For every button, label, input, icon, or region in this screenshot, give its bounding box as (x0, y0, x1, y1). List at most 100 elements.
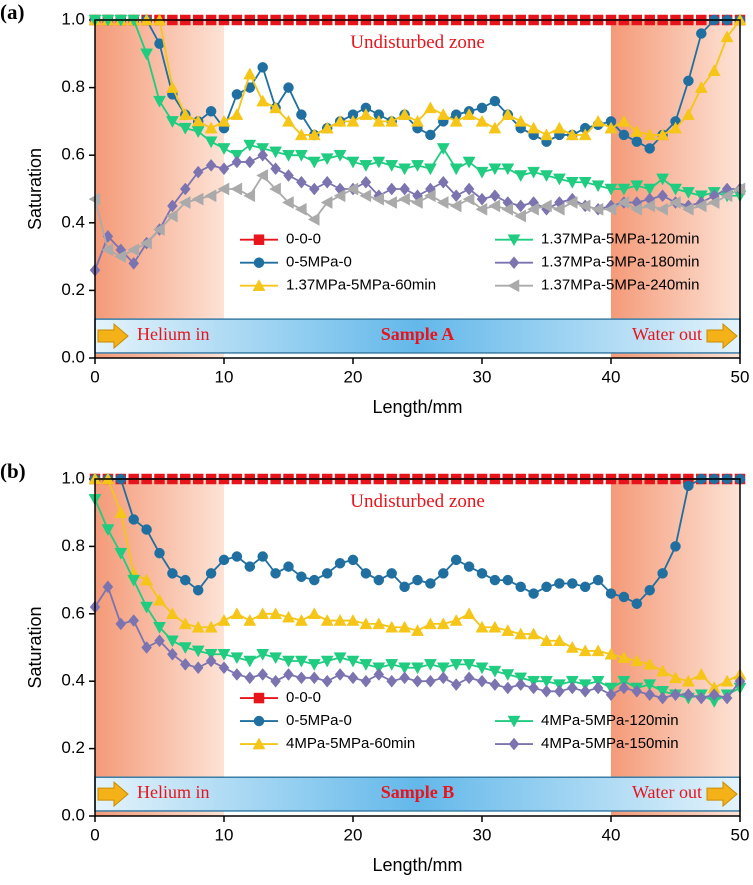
marker (411, 624, 424, 636)
marker (167, 568, 178, 579)
marker (501, 108, 515, 120)
marker (153, 593, 166, 606)
marker (462, 156, 476, 169)
marker (256, 648, 270, 661)
y-axis-label: Saturation (25, 148, 45, 230)
marker (514, 114, 528, 127)
x-tick-label: 30 (473, 825, 492, 844)
marker (656, 202, 668, 216)
marker (192, 165, 204, 179)
marker (204, 121, 218, 134)
marker (476, 674, 488, 688)
marker (294, 202, 307, 216)
marker (114, 547, 128, 560)
marker (462, 659, 476, 671)
marker (515, 581, 526, 593)
marker (386, 182, 398, 196)
marker (321, 674, 333, 688)
marker (191, 645, 205, 658)
marker (192, 661, 204, 675)
marker (141, 641, 152, 654)
marker (425, 129, 436, 141)
marker (385, 196, 397, 209)
marker (644, 688, 656, 702)
marker (178, 617, 192, 630)
marker (398, 192, 410, 206)
y-tick-label: 1.0 (61, 468, 85, 487)
marker (165, 635, 179, 648)
marker (436, 617, 450, 630)
marker (217, 143, 231, 155)
marker (257, 62, 268, 73)
marker (527, 121, 541, 134)
marker (269, 101, 283, 114)
marker (656, 128, 670, 141)
marker (140, 601, 154, 614)
marker (514, 627, 528, 640)
legend-label: 4MPa-5MPa-60min (286, 735, 415, 752)
marker (386, 674, 398, 688)
marker (167, 199, 178, 213)
marker (307, 659, 321, 671)
marker (231, 668, 243, 681)
marker (591, 202, 604, 216)
marker (334, 558, 346, 569)
marker (385, 160, 399, 172)
marker (230, 607, 244, 620)
marker (308, 182, 320, 196)
marker (243, 67, 257, 80)
marker (578, 176, 592, 189)
marker (475, 202, 488, 216)
marker (670, 541, 681, 552)
marker (462, 108, 476, 120)
marker (141, 524, 152, 535)
marker (501, 669, 515, 681)
marker (476, 192, 488, 206)
marker (321, 175, 333, 189)
marker (489, 574, 501, 586)
marker (605, 688, 617, 702)
marker (178, 642, 192, 655)
marker (591, 644, 605, 657)
outlet-label: Water out (632, 324, 702, 344)
marker (567, 578, 578, 589)
sample-label: Sample A (381, 324, 455, 344)
marker (514, 209, 526, 223)
marker (643, 183, 657, 196)
marker (191, 126, 205, 139)
marker (399, 182, 410, 196)
marker (231, 155, 243, 169)
marker (307, 212, 320, 226)
marker (631, 136, 643, 147)
marker (566, 681, 578, 695)
marker (707, 64, 721, 76)
marker (644, 143, 655, 154)
y-tick-label: 1.0 (61, 9, 85, 28)
legend-label: 1.37MPa-5MPa-120min (541, 231, 699, 248)
marker (552, 202, 565, 216)
marker (721, 691, 733, 705)
marker (657, 189, 668, 203)
marker (696, 28, 707, 39)
marker (282, 610, 295, 623)
marker (373, 668, 385, 681)
marker (230, 108, 244, 120)
marker (565, 640, 579, 653)
marker (539, 199, 552, 213)
marker (630, 180, 644, 193)
marker (372, 114, 386, 127)
marker (192, 584, 204, 596)
marker (283, 169, 294, 182)
marker (450, 554, 462, 566)
marker (604, 202, 617, 216)
marker (618, 591, 630, 603)
marker (296, 571, 307, 582)
marker (346, 156, 360, 169)
marker (579, 581, 591, 593)
marker (127, 243, 139, 257)
marker (669, 121, 682, 134)
legend-label: 0-0-0 (286, 689, 321, 706)
inlet-label: Helium in (137, 324, 210, 344)
marker (436, 108, 450, 120)
marker (436, 196, 449, 209)
